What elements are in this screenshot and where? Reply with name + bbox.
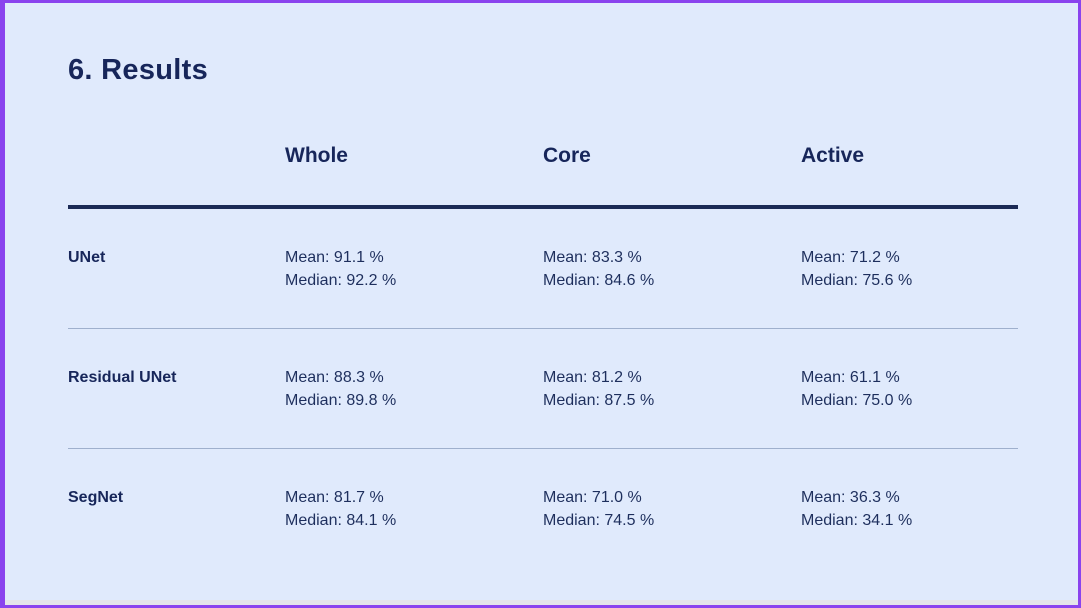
table-row: Residual UNet Mean: 88.3 % Median: 89.8 …	[68, 329, 1018, 449]
metric-mean: Mean: 88.3 %	[285, 369, 384, 386]
table-cell: Mean: 88.3 % Median: 89.8 %	[285, 366, 543, 412]
table-cell: Mean: 81.2 % Median: 87.5 %	[543, 366, 801, 412]
metric-mean: Mean: 91.1 %	[285, 249, 384, 266]
metric-mean: Mean: 71.2 %	[801, 249, 900, 266]
metric-mean: Mean: 36.3 %	[801, 489, 900, 506]
metric-median: Median: 34.1 %	[801, 512, 913, 529]
table-cell: Mean: 61.1 % Median: 75.0 %	[801, 366, 1018, 412]
metric-mean: Mean: 81.2 %	[543, 369, 642, 386]
column-header-core: Core	[543, 144, 591, 167]
header-divider-rule	[68, 205, 1018, 209]
metric-median: Median: 84.1 %	[285, 512, 397, 529]
header-spacer	[68, 142, 285, 169]
slide-title: 6. Results	[68, 54, 208, 86]
table-cell: Mean: 36.3 % Median: 34.1 %	[801, 486, 1018, 532]
metric-median: Median: 74.5 %	[543, 512, 655, 529]
metric-median: Median: 84.6 %	[543, 272, 655, 289]
bottom-edge-strip	[5, 600, 1078, 605]
results-table: Whole Core Active UNet Mean: 91.1 % Medi…	[68, 142, 1018, 568]
table-cell: Mean: 81.7 % Median: 84.1 %	[285, 486, 543, 532]
metric-median: Median: 87.5 %	[543, 392, 655, 409]
metric-median: Median: 75.0 %	[801, 392, 913, 409]
table-cell: Mean: 71.0 % Median: 74.5 %	[543, 486, 801, 532]
table-cell: Mean: 91.1 % Median: 92.2 %	[285, 246, 543, 292]
row-label: SegNet	[68, 489, 124, 506]
metric-mean: Mean: 83.3 %	[543, 249, 642, 266]
row-label: UNet	[68, 249, 106, 266]
table-cell: Mean: 83.3 % Median: 84.6 %	[543, 246, 801, 292]
metric-median: Median: 92.2 %	[285, 272, 397, 289]
column-header-active: Active	[801, 144, 865, 167]
table-row: UNet Mean: 91.1 % Median: 92.2 % Mean: 8…	[68, 209, 1018, 329]
metric-median: Median: 89.8 %	[285, 392, 397, 409]
metric-median: Median: 75.6 %	[801, 272, 913, 289]
row-label: Residual UNet	[68, 369, 177, 386]
metric-mean: Mean: 81.7 %	[285, 489, 384, 506]
metric-mean: Mean: 61.1 %	[801, 369, 900, 386]
column-header-whole: Whole	[285, 144, 348, 167]
table-header-row: Whole Core Active	[68, 142, 1018, 169]
table-cell: Mean: 71.2 % Median: 75.6 %	[801, 246, 1018, 292]
table-row: SegNet Mean: 81.7 % Median: 84.1 % Mean:…	[68, 449, 1018, 568]
metric-mean: Mean: 71.0 %	[543, 489, 642, 506]
